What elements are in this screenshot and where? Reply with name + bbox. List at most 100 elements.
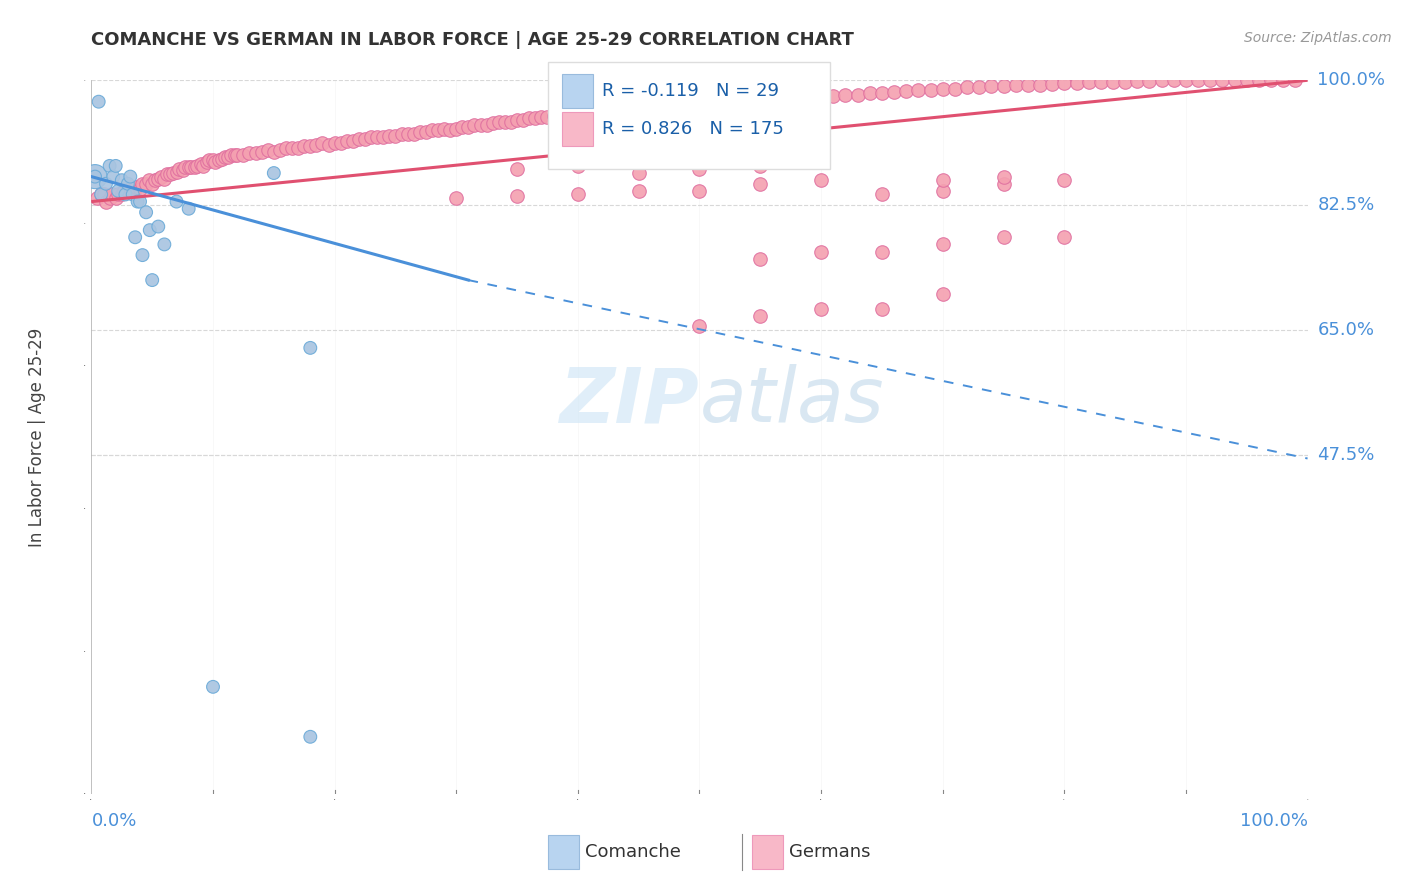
Text: Comanche: Comanche xyxy=(585,843,681,861)
Point xyxy=(463,118,485,132)
Point xyxy=(204,155,226,169)
Point xyxy=(1150,73,1173,87)
Point xyxy=(688,98,710,112)
Point xyxy=(323,136,346,150)
Point xyxy=(1053,230,1076,244)
Point xyxy=(112,184,135,198)
Point xyxy=(1163,73,1185,87)
Point xyxy=(87,95,110,109)
Point xyxy=(156,168,179,182)
Point xyxy=(543,109,565,123)
Point xyxy=(124,230,146,244)
Text: ZIP: ZIP xyxy=(560,365,699,438)
Point xyxy=(318,137,340,152)
Point xyxy=(292,139,315,153)
Point xyxy=(870,301,893,316)
Text: COMANCHE VS GERMAN IN LABOR FORCE | AGE 25-29 CORRELATION CHART: COMANCHE VS GERMAN IN LABOR FORCE | AGE … xyxy=(91,31,855,49)
Point xyxy=(846,87,869,102)
Point xyxy=(129,194,152,209)
Point xyxy=(131,177,153,191)
Point xyxy=(299,730,322,744)
Point xyxy=(786,91,808,105)
Point xyxy=(135,205,157,219)
Point xyxy=(451,120,474,134)
Point xyxy=(177,202,200,216)
Point xyxy=(859,86,882,100)
Point xyxy=(263,166,285,180)
Point xyxy=(627,184,650,198)
Point xyxy=(269,143,291,157)
Point xyxy=(579,105,602,120)
Point xyxy=(1114,75,1136,89)
Point xyxy=(104,191,127,205)
Point xyxy=(749,177,772,191)
Point xyxy=(287,141,309,155)
Point xyxy=(101,187,124,202)
Point xyxy=(131,248,153,262)
Point xyxy=(640,100,662,114)
Point xyxy=(111,187,134,202)
Point xyxy=(135,177,157,191)
Point xyxy=(402,127,425,141)
Point xyxy=(238,146,260,161)
Point xyxy=(117,177,139,191)
Text: 100.0%: 100.0% xyxy=(1240,812,1308,830)
Point xyxy=(93,187,115,202)
Point xyxy=(1029,78,1052,92)
Point xyxy=(120,169,142,184)
Text: 65.0%: 65.0% xyxy=(1317,321,1374,339)
Point xyxy=(439,123,461,137)
Point xyxy=(256,143,278,157)
Point xyxy=(162,166,184,180)
Point xyxy=(1247,73,1270,87)
Point xyxy=(896,84,918,98)
Point xyxy=(94,194,117,209)
Point xyxy=(366,130,388,145)
Point xyxy=(120,180,142,194)
Point xyxy=(274,141,297,155)
Point xyxy=(870,244,893,259)
Point xyxy=(396,127,419,141)
Point xyxy=(561,109,583,123)
Point xyxy=(226,148,249,162)
Point xyxy=(107,184,129,198)
Point xyxy=(1260,73,1282,87)
Point xyxy=(591,103,613,118)
Point xyxy=(94,177,117,191)
Point xyxy=(217,150,239,164)
Point xyxy=(603,103,626,118)
Point xyxy=(232,148,254,162)
Point xyxy=(148,171,170,186)
Point xyxy=(810,301,832,316)
Point xyxy=(627,166,650,180)
Point xyxy=(920,82,942,96)
Point xyxy=(870,86,893,100)
Text: atlas: atlas xyxy=(699,365,884,438)
Point xyxy=(931,173,953,187)
Point xyxy=(870,187,893,202)
Point xyxy=(177,161,200,175)
Point xyxy=(219,148,242,162)
Point xyxy=(993,78,1015,93)
Point xyxy=(184,161,207,175)
Point xyxy=(713,96,735,111)
Point xyxy=(530,111,553,125)
Point xyxy=(475,118,498,132)
Point xyxy=(1139,74,1161,88)
Point xyxy=(141,273,163,287)
Point xyxy=(688,184,710,198)
Point xyxy=(336,134,359,148)
Text: In Labor Force | Age 25-29: In Labor Force | Age 25-29 xyxy=(28,327,45,547)
Point xyxy=(517,111,540,125)
Point xyxy=(98,159,121,173)
Point xyxy=(931,237,953,252)
Point xyxy=(166,164,188,178)
Point xyxy=(1272,73,1295,87)
Point xyxy=(494,114,516,128)
Point xyxy=(956,80,979,95)
Point xyxy=(311,136,333,150)
Text: Source: ZipAtlas.com: Source: ZipAtlas.com xyxy=(1244,31,1392,45)
Point xyxy=(1126,74,1149,88)
Point xyxy=(1066,76,1088,90)
Point xyxy=(1211,73,1233,87)
